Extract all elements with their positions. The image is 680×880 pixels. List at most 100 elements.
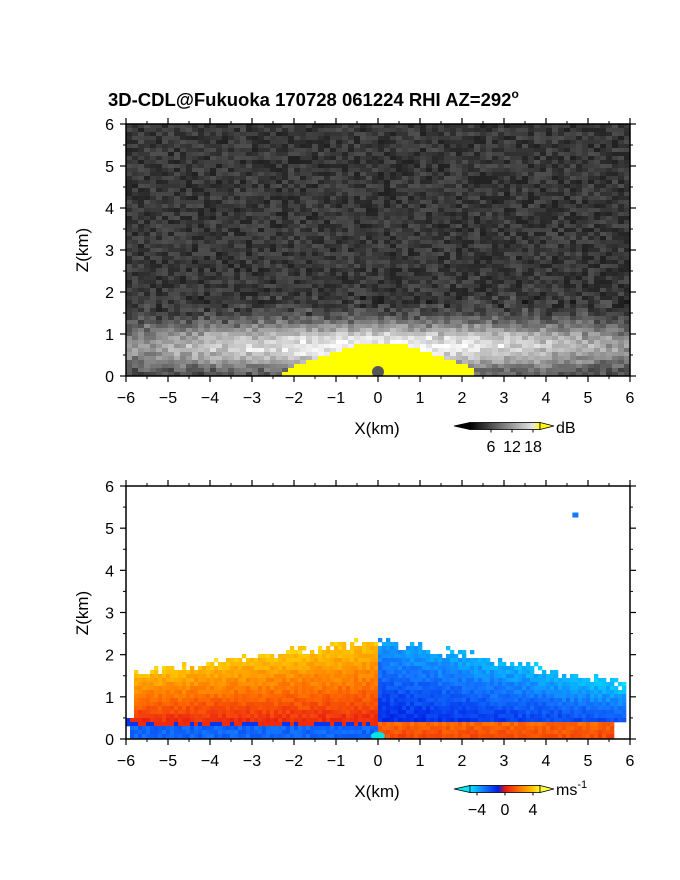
snr-cell bbox=[372, 136, 379, 141]
snr-cell bbox=[354, 232, 361, 237]
snr-cell bbox=[192, 296, 199, 301]
snr-cell bbox=[228, 344, 235, 349]
snr-cell bbox=[210, 264, 217, 269]
snr-cell bbox=[294, 212, 301, 217]
snr-cell bbox=[522, 212, 529, 217]
snr-cell bbox=[384, 312, 391, 317]
snr-cell bbox=[582, 124, 589, 129]
snr-cell bbox=[618, 220, 625, 225]
snr-cell bbox=[144, 232, 151, 237]
snr-cell bbox=[444, 304, 451, 309]
snr-cell bbox=[342, 220, 349, 225]
snr-cell bbox=[540, 292, 547, 297]
snr-cell bbox=[438, 212, 445, 217]
snr-cell bbox=[618, 148, 625, 153]
snr-cell bbox=[444, 324, 451, 329]
snr-cell bbox=[372, 236, 379, 241]
snr-cell bbox=[390, 336, 397, 341]
snr-cell bbox=[126, 184, 133, 189]
snr-cell bbox=[234, 132, 241, 137]
snr-cell bbox=[606, 144, 613, 149]
snr-cell bbox=[216, 188, 223, 193]
snr-cell bbox=[480, 228, 487, 233]
snr-cell bbox=[348, 336, 355, 341]
snr-cell bbox=[576, 356, 583, 361]
snr-cell bbox=[168, 200, 175, 205]
snr-cell bbox=[510, 152, 517, 157]
snr-cell bbox=[432, 220, 439, 225]
snr-cell bbox=[444, 256, 451, 261]
snr-cell bbox=[306, 308, 313, 313]
snr-cell bbox=[174, 168, 181, 173]
snr-cell bbox=[426, 160, 433, 165]
snr-cell bbox=[258, 356, 265, 361]
snr-cell bbox=[414, 316, 421, 321]
snr-cell bbox=[612, 356, 619, 361]
snr-cell bbox=[378, 336, 385, 341]
snr-cell bbox=[618, 160, 625, 165]
snr-cell bbox=[180, 124, 187, 129]
snr-cell bbox=[600, 204, 607, 209]
snr-cell bbox=[402, 212, 409, 217]
snr-cell bbox=[132, 196, 139, 201]
snr-cell bbox=[456, 244, 463, 249]
snr-cell bbox=[516, 196, 523, 201]
snr-cell bbox=[402, 232, 409, 237]
snr-cell bbox=[498, 148, 505, 153]
snr-cell bbox=[618, 132, 625, 137]
snr-cell bbox=[516, 124, 523, 129]
snr-cell bbox=[570, 308, 577, 313]
snr-cell bbox=[582, 300, 589, 305]
snr-cell bbox=[588, 324, 595, 329]
snr-cell bbox=[330, 284, 337, 289]
snr-cell bbox=[426, 336, 433, 341]
snr-cell bbox=[264, 344, 271, 349]
snr-cell bbox=[558, 140, 565, 145]
snr-cell bbox=[444, 340, 451, 345]
snr-cell bbox=[564, 172, 571, 177]
snr-cell bbox=[420, 240, 427, 245]
snr-cell bbox=[324, 208, 331, 213]
snr-cell bbox=[192, 312, 199, 317]
snr-cell bbox=[240, 212, 247, 217]
snr-cell bbox=[528, 168, 535, 173]
snr-cell bbox=[456, 268, 463, 273]
snr-cell bbox=[354, 324, 361, 329]
snr-cell bbox=[360, 244, 367, 249]
snr-cell bbox=[426, 132, 433, 137]
snr-cell bbox=[240, 132, 247, 137]
snr-cell bbox=[618, 356, 625, 361]
snr-cell bbox=[354, 184, 361, 189]
snr-cell bbox=[564, 272, 571, 277]
snr-cell bbox=[588, 212, 595, 217]
snr-cell bbox=[456, 176, 463, 181]
snr-cell bbox=[588, 252, 595, 257]
snr-cell bbox=[624, 288, 630, 293]
snr-cell bbox=[600, 168, 607, 173]
snr-cell bbox=[618, 144, 625, 149]
snr-cell bbox=[348, 328, 355, 333]
snr-cell bbox=[126, 336, 133, 341]
snr-cell bbox=[336, 128, 343, 133]
snr-cell bbox=[432, 156, 439, 161]
snr-cell bbox=[138, 208, 145, 213]
snr-cell bbox=[150, 128, 157, 133]
snr-cell bbox=[258, 184, 265, 189]
snr-cell bbox=[510, 164, 517, 169]
snr-cell bbox=[450, 252, 457, 257]
snr-cell bbox=[576, 264, 583, 269]
snr-cell bbox=[138, 220, 145, 225]
snr-cell bbox=[348, 208, 355, 213]
snr-cell bbox=[348, 144, 355, 149]
snr-cell bbox=[564, 268, 571, 273]
snr-cell bbox=[252, 140, 259, 145]
snr-cell bbox=[498, 256, 505, 261]
snr-cell bbox=[450, 280, 457, 285]
snr-cell bbox=[342, 320, 349, 325]
snr-cell bbox=[168, 256, 175, 261]
snr-cell bbox=[444, 248, 451, 253]
snr-cell bbox=[492, 356, 499, 361]
snr-cell bbox=[618, 136, 625, 141]
snr-cell bbox=[150, 200, 157, 205]
snr-cell bbox=[216, 124, 223, 129]
